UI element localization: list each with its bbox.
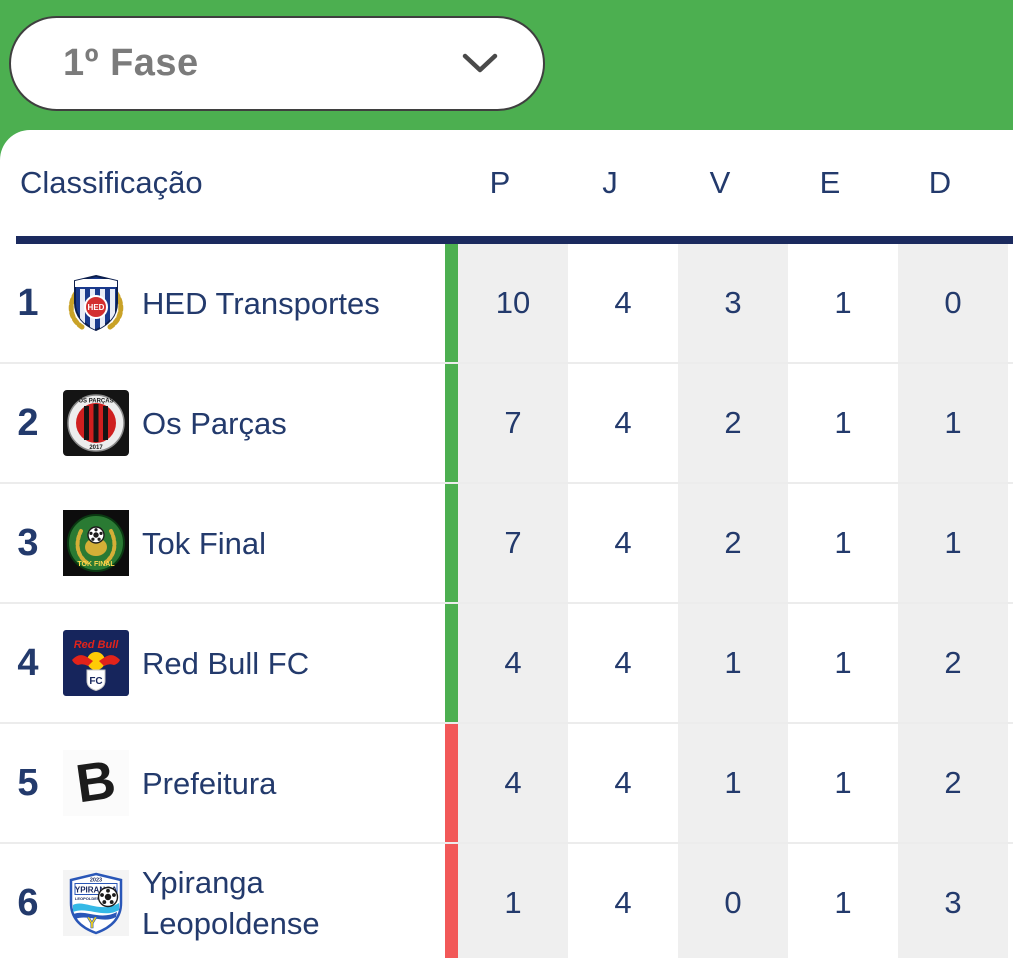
stat-j-value: 4: [614, 405, 632, 440]
classification-header-label: Classificação: [20, 165, 203, 200]
stat-d-value: 1: [898, 364, 1008, 482]
team-name: HED Transportes: [142, 285, 380, 321]
stat-d-value: 2: [898, 604, 1008, 722]
prefeitura-badge: B: [62, 749, 130, 817]
svg-text:YPIRANGA: YPIRANGA: [75, 886, 117, 895]
stat-d-value: 3: [898, 844, 1008, 958]
stat-p-value: 1: [458, 844, 568, 958]
svg-text:OS PARÇAS: OS PARÇAS: [78, 399, 113, 405]
svg-text:B: B: [72, 750, 119, 815]
svg-text:2017: 2017: [89, 445, 103, 451]
stat-v-value: 2: [678, 364, 788, 482]
stat-e-value: 1: [834, 285, 852, 320]
team-name: Ypiranga Leopoldense: [142, 865, 320, 941]
stat-d-value: 1: [898, 484, 1008, 602]
qualification-zone-bar: [445, 484, 458, 602]
red-bull-fc-badge: Red Bull FC: [62, 629, 130, 697]
os-parcas-badge: OS PARÇAS 2017: [62, 389, 130, 457]
standings-rows: 1 HED HED Transportes 10 4 3 1 0 2 OS PARÇAS…: [0, 244, 1013, 958]
position-number: 6: [17, 881, 39, 924]
qualification-zone-bar: [445, 844, 458, 958]
table-row-6[interactable]: 6 2023 YPIRANGA LEOPOLDENSE Y Ypiranga L…: [0, 844, 1013, 958]
column-header-p: P: [489, 165, 511, 200]
stat-v-value: 0: [678, 844, 788, 958]
row-spacer: [1008, 364, 1013, 482]
stat-v-value: 3: [678, 244, 788, 362]
stat-p-value: 10: [458, 244, 568, 362]
chevron-down-icon: [462, 53, 498, 72]
stat-j-value: 4: [614, 645, 632, 680]
team-name: Red Bull FC: [142, 645, 310, 681]
phase-select-dropdown[interactable]: 1º Fase: [9, 16, 545, 111]
stat-e-value: 1: [834, 765, 852, 800]
stat-v-value: 2: [678, 484, 788, 602]
header-divider-rule: [16, 236, 1013, 244]
position-number: 1: [17, 281, 39, 324]
row-spacer: [1008, 244, 1013, 362]
qualification-zone-bar: [445, 604, 458, 722]
position-number: 4: [17, 641, 39, 684]
position-number: 5: [17, 761, 39, 804]
svg-text:2023: 2023: [90, 878, 102, 884]
team-name: Os Parças: [142, 405, 287, 441]
qualification-zone-bar: [445, 724, 458, 842]
table-header-row: Classificação P J V E D: [0, 130, 1013, 236]
phase-selected-value: 1º Fase: [63, 42, 199, 84]
stat-e-value: 1: [834, 525, 852, 560]
stat-d-value: 0: [898, 244, 1008, 362]
svg-text:LEOPOLDENSE: LEOPOLDENSE: [75, 896, 106, 901]
svg-text:TOK FINAL: TOK FINAL: [77, 561, 115, 568]
stat-j-value: 4: [614, 765, 632, 800]
qualification-zone-bar: [445, 364, 458, 482]
stat-e-value: 1: [834, 885, 852, 920]
ypiranga-leopoldense-badge: 2023 YPIRANGA LEOPOLDENSE Y: [62, 869, 130, 937]
stat-j-value: 4: [614, 285, 632, 320]
stat-p-value: 4: [458, 604, 568, 722]
column-header-d: D: [928, 165, 952, 200]
stat-j-value: 4: [614, 525, 632, 560]
stat-v-value: 1: [678, 604, 788, 722]
hed-transportes-badge: HED: [62, 269, 130, 337]
stat-p-value: 4: [458, 724, 568, 842]
row-spacer: [1008, 604, 1013, 722]
column-header-j: J: [602, 165, 618, 200]
standings-table-card: Classificação P J V E D 1 HED HED Transporte…: [0, 130, 1013, 958]
team-name: Prefeitura: [142, 765, 277, 801]
stat-e-value: 1: [834, 405, 852, 440]
column-header-v: V: [709, 165, 731, 200]
svg-text:Y: Y: [87, 915, 98, 932]
stat-e-value: 1: [834, 645, 852, 680]
team-stats: 10 4 3 1 0: [458, 244, 1008, 362]
position-number: 3: [17, 521, 39, 564]
tok-final-badge: TOK FINAL: [62, 509, 130, 577]
svg-text:Red Bull: Red Bull: [74, 639, 120, 651]
row-spacer: [1008, 844, 1013, 958]
svg-text:HED: HED: [88, 303, 105, 312]
stat-p-value: 7: [458, 364, 568, 482]
table-row-1[interactable]: 1 HED HED Transportes 10 4 3 1 0: [0, 244, 1013, 364]
stat-j-value: 4: [614, 885, 632, 920]
stat-d-value: 2: [898, 724, 1008, 842]
stat-v-value: 1: [678, 724, 788, 842]
qualification-zone-bar: [445, 244, 458, 362]
team-name: Tok Final: [142, 525, 267, 561]
stat-p-value: 7: [458, 484, 568, 602]
column-header-e: E: [819, 165, 841, 200]
svg-text:FC: FC: [89, 676, 102, 687]
row-spacer: [1008, 724, 1013, 842]
position-number: 2: [17, 401, 39, 444]
row-spacer: [1008, 484, 1013, 602]
